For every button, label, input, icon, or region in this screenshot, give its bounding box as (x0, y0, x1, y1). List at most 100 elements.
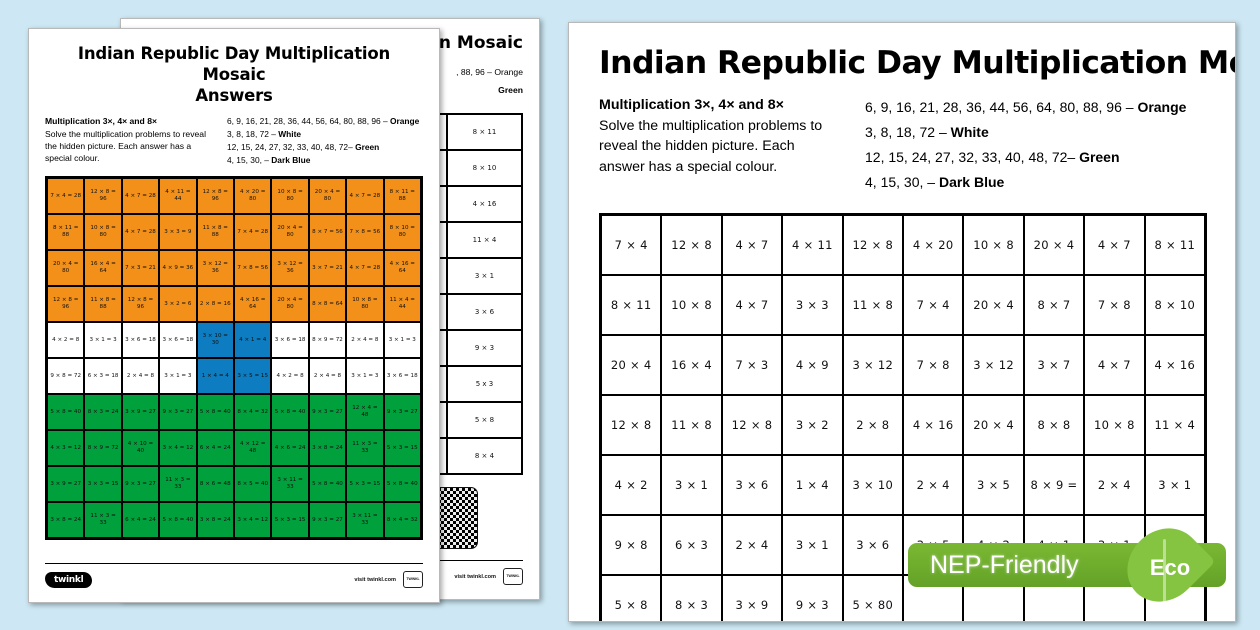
worksheet-cell[interactable]: 1 × 4 (782, 454, 843, 515)
worksheet-cell[interactable]: 3 × 9 (721, 574, 783, 621)
middle-worksheet-cell[interactable]: 3 × 1 (447, 258, 522, 295)
mosaic-cell[interactable]: 7 × 4 = 28 (47, 178, 85, 215)
mosaic-cell[interactable]: 3 × 8 = 24 (308, 430, 347, 467)
worksheet-cell[interactable]: 3 × 6 (721, 454, 783, 515)
worksheet-cell[interactable]: 12 × 8 (661, 214, 722, 275)
mosaic-cell[interactable]: 4 × 7 = 28 (346, 250, 384, 287)
worksheet-cell[interactable]: 3 × 5 (963, 454, 1024, 515)
mosaic-cell[interactable]: 9 × 3 = 27 (383, 394, 421, 431)
mosaic-cell[interactable]: 4 × 9 = 36 (159, 250, 197, 287)
mosaic-cell[interactable]: 11 × 4 = 44 (383, 286, 421, 323)
worksheet-cell[interactable]: 20 × 4 (601, 334, 662, 395)
mosaic-cell[interactable]: 3 × 6 = 18 (121, 322, 160, 359)
worksheet-cell[interactable]: 7 × 8 (903, 334, 964, 395)
worksheet-cell[interactable]: 11 × 8 (661, 394, 722, 455)
mosaic-cell[interactable]: 3 × 8 = 24 (47, 502, 85, 539)
mosaic-cell[interactable]: 8 × 6 = 48 (196, 466, 234, 503)
worksheet-cell[interactable]: 20 × 4 (963, 394, 1024, 455)
worksheet-cell[interactable]: 9 × 3 (782, 574, 843, 621)
worksheet-cell[interactable]: 2 × 8 (842, 394, 903, 455)
mosaic-cell[interactable]: 3 × 7 = 21 (308, 250, 347, 287)
mosaic-cell[interactable]: 3 × 5 = 15 (234, 358, 272, 395)
worksheet-cell[interactable]: 8 × 10 (1144, 274, 1205, 335)
mosaic-cell[interactable]: 7 × 8 = 56 (346, 214, 384, 251)
worksheet-cell[interactable]: 16 × 4 (661, 334, 722, 395)
mosaic-cell[interactable]: 10 × 8 = 80 (346, 286, 384, 323)
mosaic-cell[interactable]: 2 × 4 = 8 (121, 358, 160, 395)
mosaic-cell[interactable]: 5 × 3 = 15 (346, 466, 384, 503)
worksheet-page-blank[interactable]: Indian Republic Day Multiplication Mosai… (568, 22, 1236, 622)
mosaic-cell[interactable]: 3 × 10 = 30 (196, 322, 234, 359)
mosaic-cell[interactable]: 7 × 8 = 56 (234, 250, 272, 287)
mosaic-cell[interactable]: 9 × 3 = 27 (308, 502, 347, 539)
mosaic-cell[interactable]: 4 × 3 = 12 (47, 430, 85, 467)
mosaic-cell[interactable]: 5 × 3 = 15 (383, 430, 421, 467)
worksheet-cell[interactable]: 4 × 20 (903, 214, 964, 275)
mosaic-cell[interactable]: 3 × 12 = 36 (271, 250, 309, 287)
worksheet-cell[interactable]: 5 × 8 (601, 574, 662, 621)
mosaic-cell[interactable]: 4 × 1 = 4 (234, 322, 272, 359)
mosaic-cell[interactable]: 3 × 8 = 24 (196, 502, 234, 539)
worksheet-cell[interactable]: 11 × 4 (1144, 394, 1205, 455)
worksheet-cell[interactable]: 7 × 8 (1084, 274, 1145, 335)
mosaic-cell[interactable]: 4 × 7 = 28 (121, 178, 160, 215)
mosaic-cell[interactable]: 3 × 1 = 3 (84, 322, 122, 359)
middle-worksheet-cell[interactable]: 9 × 3 (447, 330, 522, 367)
mosaic-cell[interactable]: 4 × 20 = 80 (234, 178, 272, 215)
mosaic-cell[interactable]: 8 × 10 = 80 (383, 214, 421, 251)
worksheet-cell[interactable]: 10 × 8 (1084, 394, 1145, 455)
worksheet-cell[interactable]: 3 × 1 (782, 514, 843, 575)
mosaic-cell[interactable]: 5 × 3 = 15 (271, 502, 309, 539)
mosaic-cell[interactable]: 8 × 11 = 88 (383, 178, 421, 215)
worksheet-cell[interactable]: 20 × 4 (1023, 214, 1085, 275)
worksheet-cell[interactable]: 2 × 4 (721, 514, 783, 575)
worksheet-cell[interactable]: 12 × 8 (842, 214, 903, 275)
mosaic-cell[interactable]: 4 × 2 = 8 (271, 358, 309, 395)
worksheet-cell[interactable]: 7 × 4 (903, 274, 964, 335)
mosaic-cell[interactable]: 3 × 9 = 27 (47, 466, 85, 503)
mosaic-cell[interactable]: 8 × 7 = 56 (308, 214, 347, 251)
mosaic-cell[interactable]: 4 × 11 = 44 (159, 178, 197, 215)
worksheet-cell[interactable]: 3 × 7 (1023, 334, 1085, 395)
mosaic-cell[interactable]: 20 × 4 = 80 (271, 214, 309, 251)
worksheet-cell[interactable]: 3 × 3 (782, 274, 843, 335)
mosaic-cell[interactable]: 8 × 5 = 40 (234, 466, 272, 503)
worksheet-cell[interactable]: 3 × 12 (842, 334, 903, 395)
worksheet-cell[interactable]: 3 × 2 (782, 394, 843, 455)
middle-worksheet-cell[interactable]: 5 × 8 (447, 402, 522, 439)
worksheet-cell[interactable]: 4 × 9 (782, 334, 843, 395)
mosaic-cell[interactable]: 3 × 12 = 36 (196, 250, 234, 287)
mosaic-cell[interactable]: 1 × 4 = 4 (196, 358, 234, 395)
mosaic-cell[interactable]: 4 × 7 = 28 (346, 178, 384, 215)
worksheet-cell[interactable]: 4 × 16 (903, 394, 964, 455)
worksheet-cell[interactable]: 4 × 16 (1144, 334, 1205, 395)
middle-worksheet-cell[interactable]: 11 × 4 (447, 222, 522, 259)
mosaic-cell[interactable]: 3 × 1 = 3 (346, 358, 384, 395)
mosaic-cell[interactable]: 7 × 4 = 28 (234, 214, 272, 251)
mosaic-cell[interactable]: 8 × 9 = 72 (308, 322, 347, 359)
mosaic-cell[interactable]: 8 × 9 = 72 (84, 430, 122, 467)
worksheet-cell[interactable]: 3 × 1 (1144, 454, 1205, 515)
mosaic-cell[interactable]: 12 × 8 = 96 (47, 286, 85, 323)
worksheet-cell[interactable]: 4 × 7 (1084, 334, 1145, 395)
worksheet-cell[interactable]: 10 × 8 (661, 274, 722, 335)
worksheet-cell[interactable]: 12 × 8 (601, 394, 662, 455)
mosaic-cell[interactable]: 6 × 4 = 24 (121, 502, 160, 539)
middle-worksheet-cell[interactable]: 8 × 11 (447, 114, 522, 151)
mosaic-cell[interactable]: 4 × 2 = 8 (47, 322, 85, 359)
mosaic-cell[interactable]: 4 × 6 = 24 (271, 430, 309, 467)
mosaic-cell[interactable]: 9 × 3 = 27 (121, 466, 160, 503)
worksheet-cell[interactable]: 20 × 4 (963, 274, 1024, 335)
worksheet-cell[interactable]: 8 × 3 (661, 574, 722, 621)
mosaic-cell[interactable]: 3 × 6 = 18 (271, 322, 309, 359)
mosaic-cell[interactable]: 3 × 4 = 12 (159, 430, 197, 467)
worksheet-cell[interactable]: 4 × 7 (721, 214, 783, 275)
worksheet-cell[interactable]: 8 × 9 = (1023, 454, 1085, 515)
worksheet-cell[interactable]: 4 × 2 (601, 454, 662, 515)
mosaic-cell[interactable]: 3 × 11 = 33 (346, 502, 384, 539)
worksheet-cell[interactable]: 7 × 4 (601, 214, 662, 275)
mosaic-cell[interactable]: 3 × 6 = 18 (383, 358, 421, 395)
worksheet-cell[interactable]: 10 × 8 (963, 214, 1024, 275)
mosaic-cell[interactable]: 3 × 2 = 6 (159, 286, 197, 323)
mosaic-cell[interactable]: 2 × 4 = 8 (346, 322, 384, 359)
